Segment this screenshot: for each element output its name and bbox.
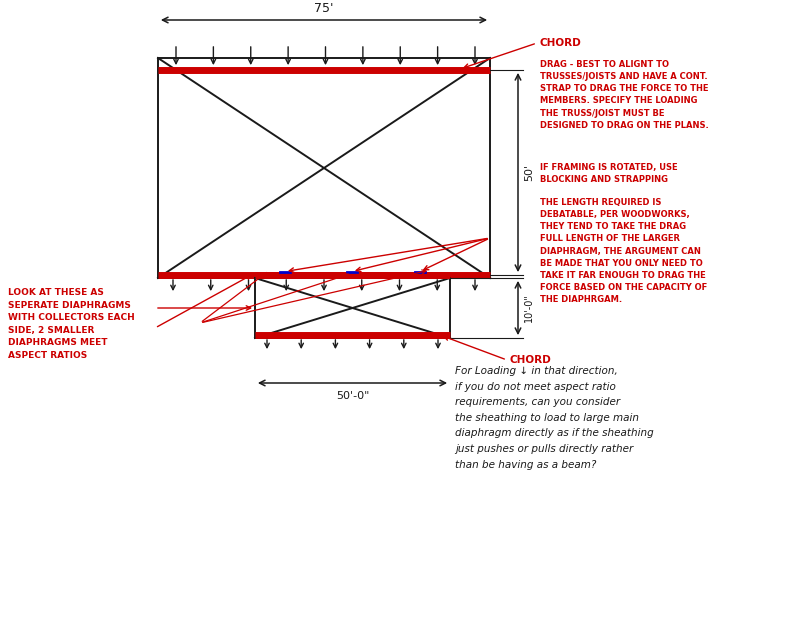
Text: DRAG - BEST TO ALIGNT TO
TRUSSES/JOISTS AND HAVE A CONT.
STRAP TO DRAG THE FORCE: DRAG - BEST TO ALIGNT TO TRUSSES/JOISTS …: [540, 60, 709, 130]
Text: 50': 50': [524, 164, 534, 181]
Text: CHORD: CHORD: [510, 355, 552, 365]
Text: CHORD: CHORD: [540, 38, 582, 48]
Text: For Loading ↓ in that direction,
if you do not meet aspect ratio
requirements, c: For Loading ↓ in that direction, if you …: [455, 366, 654, 470]
Text: IF FRAMING IS ROTATED, USE
BLOCKING AND STRAPPING: IF FRAMING IS ROTATED, USE BLOCKING AND …: [540, 163, 678, 184]
Text: 75': 75': [314, 2, 334, 15]
Text: LOOK AT THESE AS
SEPERATE DIAPHRAGMS
WITH COLLECTORS EACH
SIDE, 2 SMALLER
DIAPHR: LOOK AT THESE AS SEPERATE DIAPHRAGMS WIT…: [8, 288, 134, 360]
Text: THE LENGTH REQUIRED IS
DEBATABLE, PER WOODWORKS,
THEY TEND TO TAKE THE DRAG
FULL: THE LENGTH REQUIRED IS DEBATABLE, PER WO…: [540, 198, 707, 304]
Text: 50'-0": 50'-0": [336, 391, 369, 401]
Text: 10'-0": 10'-0": [524, 294, 534, 323]
